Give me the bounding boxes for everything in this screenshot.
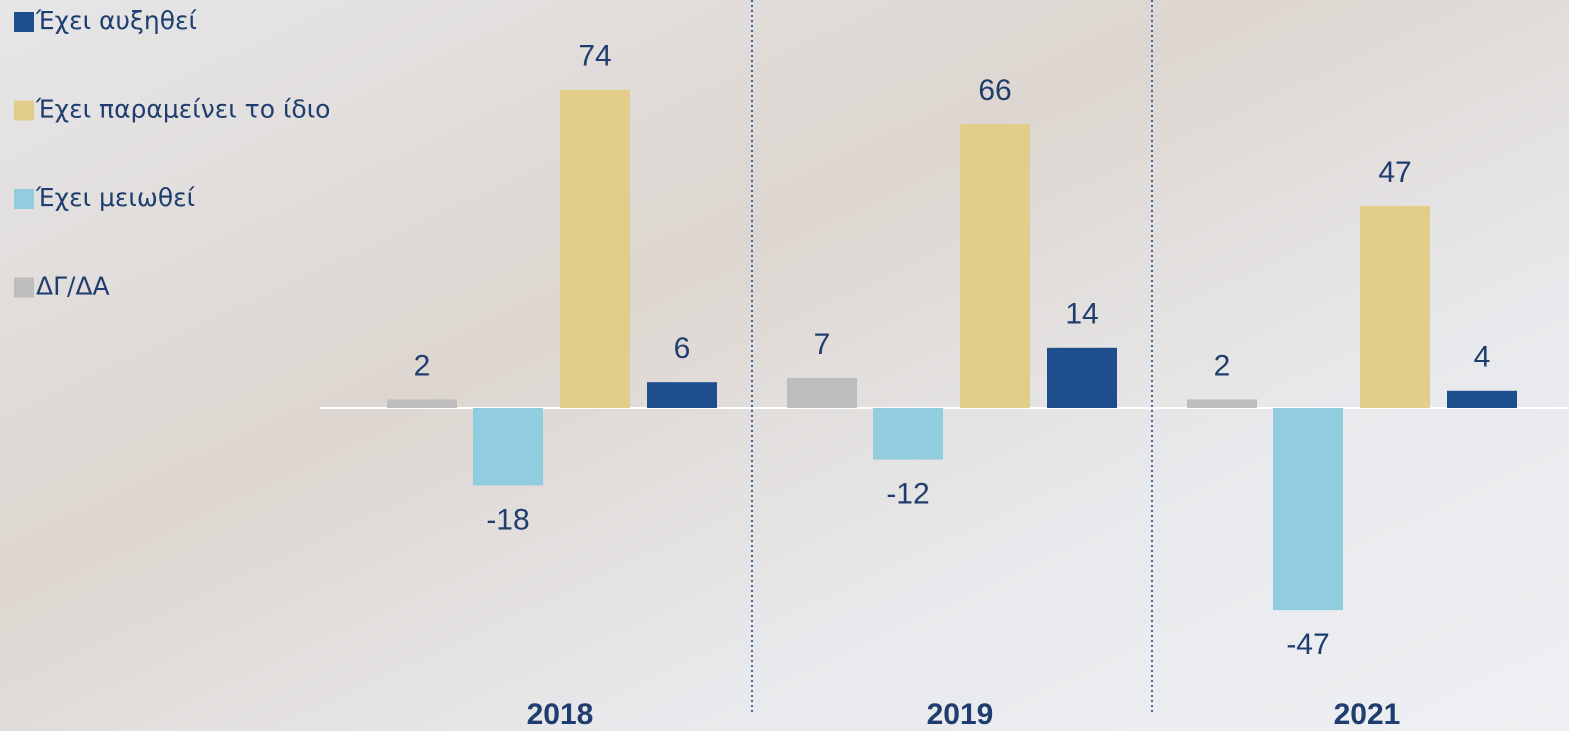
x-tick-label: 2019 — [927, 698, 994, 731]
legend-swatch — [14, 12, 34, 32]
data-label: 4 — [1474, 341, 1491, 374]
data-label: 47 — [1378, 156, 1411, 189]
legend-label: Έχει μειωθεί — [35, 183, 196, 212]
data-label: 2 — [414, 349, 431, 382]
bar — [1187, 399, 1257, 408]
data-label: -12 — [886, 478, 929, 511]
legend-swatch — [14, 189, 34, 209]
bar — [387, 399, 457, 408]
data-label: -18 — [486, 503, 529, 536]
legend-swatch — [14, 278, 34, 298]
data-label: 7 — [814, 328, 831, 361]
data-label: 74 — [578, 40, 611, 73]
bar — [960, 124, 1030, 408]
legend-label: Έχει παραμείνει το ίδιο — [35, 95, 330, 124]
x-tick-label: 2021 — [1334, 698, 1401, 731]
legend-swatch — [14, 101, 34, 121]
bar — [873, 408, 943, 460]
x-tick-label: 2018 — [527, 698, 594, 731]
bar — [1273, 408, 1343, 610]
data-label: -47 — [1286, 628, 1329, 661]
legend-label: Έχει αυξηθεί — [35, 6, 198, 35]
data-label: 6 — [674, 332, 691, 365]
legend-label: ΔΓ/ΔΑ — [36, 272, 110, 301]
data-label: 2 — [1214, 349, 1231, 382]
bar — [1360, 206, 1430, 408]
bar — [473, 408, 543, 485]
bar — [647, 382, 717, 408]
chart: Έχει αυξηθεί Έχει παραμείνει το ίδιο Έχει … — [0, 0, 1569, 731]
bar — [787, 378, 857, 408]
data-label: 14 — [1065, 298, 1098, 331]
bar — [1047, 348, 1117, 408]
data-label: 66 — [978, 74, 1011, 107]
bar — [560, 90, 630, 408]
bar — [1447, 391, 1517, 408]
